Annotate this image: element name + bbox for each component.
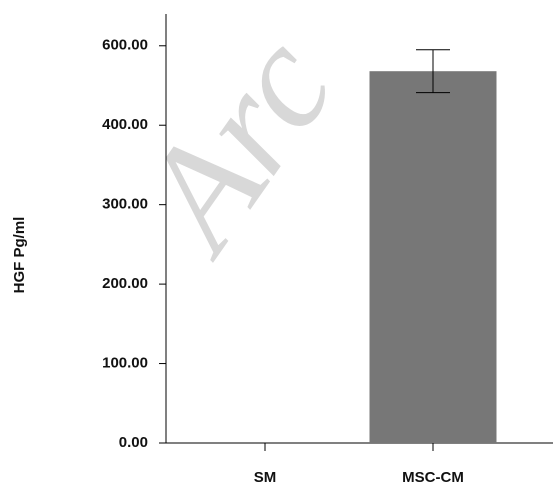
y-tick-label: 400.00 <box>102 116 148 133</box>
y-tick-label: 200.00 <box>102 275 148 292</box>
x-tick-label: SM <box>254 469 277 486</box>
x-tick-label: MSC-CM <box>402 469 464 486</box>
y-tick-label: 300.00 <box>102 196 148 213</box>
y-tick-label: 0.00 <box>119 434 148 451</box>
y-tick-label: 600.00 <box>102 37 148 54</box>
y-axis-label: HGF Pg/ml <box>11 217 28 294</box>
y-tick-label: 100.00 <box>102 355 148 372</box>
bar <box>369 71 497 443</box>
